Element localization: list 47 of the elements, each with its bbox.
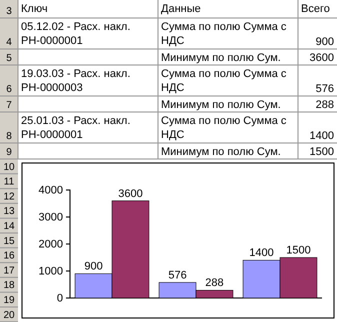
text: 17 — [3, 265, 15, 276]
text: 1400 — [310, 130, 334, 142]
text: 11 — [4, 176, 15, 188]
text: 20 — [3, 310, 15, 321]
data-label: 900 — [84, 260, 103, 273]
text: 900 — [316, 36, 334, 48]
text: 6 — [6, 84, 12, 95]
text: 10 — [3, 162, 15, 173]
text: 5 — [6, 53, 12, 64]
text: 3600 — [310, 52, 334, 64]
text: 4 — [6, 37, 12, 48]
text: 576 — [316, 83, 334, 95]
text: 19.03.03 - Расх. накл. РН-0000003 — [21, 68, 130, 94]
text: 288 — [316, 99, 334, 111]
text: 15 — [3, 236, 15, 247]
text: Сумма по полю Сумма с НДС — [161, 115, 287, 141]
text: 12 — [3, 191, 15, 202]
text: Сумма по полю Сумма с НДС — [161, 68, 287, 94]
text: 25.01.03 - Расх. накл. РН-0000001 — [21, 115, 130, 141]
text: Минимум по полю Сум. — [161, 99, 281, 111]
text: Ключ — [21, 3, 48, 15]
y-tick-label: 3000 — [38, 212, 63, 224]
y-tick-label: 0 — [56, 292, 63, 305]
text: 16 — [3, 250, 15, 262]
data-label: 3600 — [118, 188, 143, 200]
text: Данные — [161, 3, 201, 15]
y-tick-label: 2000 — [38, 238, 63, 251]
data-label: 1500 — [286, 244, 311, 256]
data-label: 288 — [205, 277, 224, 290]
text: 13 — [3, 206, 15, 218]
text: 18 — [3, 280, 15, 292]
text: Минимум по полю Сум. — [161, 52, 281, 64]
text: 19 — [3, 295, 15, 306]
text: 9 — [6, 147, 12, 158]
text: 05.12.02 - Расх. накл. РН-0000001 — [21, 21, 130, 47]
text: Всего — [301, 3, 330, 15]
text: 1500 — [310, 146, 334, 158]
text: 14 — [3, 221, 15, 232]
text: 3 — [6, 6, 12, 17]
y-tick-label: 1000 — [38, 266, 63, 278]
data-label: 1400 — [249, 247, 274, 260]
y-tick-label: 4000 — [38, 184, 63, 197]
data-label: 576 — [168, 269, 187, 282]
text: 8 — [6, 131, 12, 142]
text: Сумма по полю Сумма с НДС — [161, 21, 287, 47]
text: Минимум по полю Сум. — [161, 146, 281, 158]
text: 7 — [6, 100, 12, 111]
